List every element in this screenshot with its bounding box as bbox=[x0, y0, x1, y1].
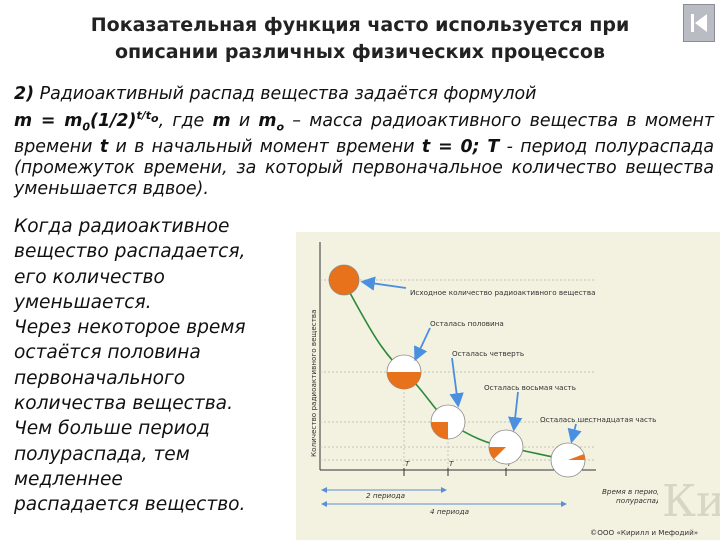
explanation-line: его количество bbox=[14, 266, 165, 288]
explanation-line: Когда радиоактивное bbox=[14, 216, 230, 237]
explanation-line: Чем больше период bbox=[14, 418, 210, 440]
x-ticks bbox=[403, 468, 569, 476]
var-m0: mo bbox=[258, 110, 285, 134]
time-axis-label-2: полураспада bbox=[616, 496, 665, 505]
item-number: 2) bbox=[14, 84, 35, 104]
formula-base: (1/2) bbox=[90, 110, 137, 131]
four-period-label: 4 периода bbox=[430, 507, 469, 516]
explanation-line: полураспада, тем bbox=[14, 443, 190, 465]
initial-amount-label: Исходное количество радиоактивного вещес… bbox=[410, 288, 596, 297]
var-m: m bbox=[212, 110, 231, 131]
explanation-line: уменьшается. bbox=[14, 291, 152, 313]
two-period-label: 2 периода bbox=[366, 491, 405, 500]
y-axis-label: Количество радиоактивного вещества bbox=[309, 309, 318, 457]
title-line-2: описании различных физических процессов bbox=[114, 41, 605, 63]
sixteenth-remains-label: Осталась шестнадцатая часть bbox=[540, 415, 656, 424]
title-line-1: Показательная функция часто используется… bbox=[90, 14, 630, 36]
first-slide-icon bbox=[691, 14, 707, 32]
formula-exp-sub: o bbox=[151, 112, 159, 126]
rest1-text: – масса радиоактивного вещества в момент… bbox=[14, 110, 715, 158]
rest2-text: и в начальный момент времени bbox=[108, 137, 422, 158]
intro-text: Радиоактивный распад вещества задаётся ф… bbox=[34, 84, 537, 104]
decay-diagram: Количество радиоактивного вещества T T T… bbox=[309, 242, 720, 537]
guide-lines bbox=[320, 279, 596, 470]
explanation-line: первоначального bbox=[14, 367, 186, 389]
formula-paragraph: 2) Радиоактивный распад вещества задаётс… bbox=[14, 84, 714, 200]
half-sample-circle bbox=[386, 354, 422, 390]
var-m0-base: m bbox=[258, 110, 277, 131]
half-remains-label: Осталась половина bbox=[430, 319, 504, 328]
explanation-line: распадается вещество. bbox=[14, 494, 246, 516]
copyright: ©ООО «Кирилл и Мефодий» bbox=[590, 528, 698, 537]
pointer-arrows bbox=[360, 276, 582, 444]
time-axis-label-1: Время в периодах bbox=[602, 487, 672, 496]
explanation-line: вещество распадается, bbox=[14, 241, 246, 263]
publisher-logo: КиМ bbox=[658, 464, 720, 527]
formula-lhs: m = m bbox=[14, 110, 83, 131]
explanation-line: Через некоторое время bbox=[14, 317, 246, 339]
quarter-sample-circle bbox=[430, 404, 466, 440]
full-sample-circle bbox=[328, 264, 360, 296]
explanation-line: количества вещества. bbox=[14, 393, 233, 415]
eighth-sample-circle bbox=[488, 429, 524, 465]
where-text: , где bbox=[158, 110, 213, 131]
formula-sub: 0 bbox=[82, 120, 91, 134]
explanation-text: Когда радиоактивное вещество распадается… bbox=[14, 214, 304, 518]
formula-exp-text: t/t bbox=[136, 109, 152, 122]
decay-figure: Количество радиоактивного вещества T T T… bbox=[296, 232, 720, 540]
rest3-text: - период полураспада (промежуток времени… bbox=[14, 137, 714, 200]
var-t: t bbox=[99, 137, 109, 158]
formula-exponent: t/to bbox=[136, 109, 159, 126]
var-m0-sub: o bbox=[276, 120, 285, 134]
back-nav-button[interactable] bbox=[683, 4, 715, 42]
tick-label-T: T bbox=[449, 459, 454, 468]
explanation-line: медленнее bbox=[14, 468, 123, 490]
explanation-line: остаётся половина bbox=[14, 342, 201, 364]
slide-title: Показательная функция часто используется… bbox=[40, 12, 680, 66]
var-t0: t = 0; T bbox=[421, 137, 500, 158]
quarter-remains-label: Осталась четверть bbox=[452, 349, 524, 358]
eighth-remains-label: Осталась восьмая часть bbox=[484, 383, 576, 392]
formula: m = m0(1/2)t/to bbox=[14, 109, 159, 134]
and-text: и bbox=[230, 110, 259, 131]
logo-letters: КиМ bbox=[662, 476, 720, 527]
sixteenth-sample-circle bbox=[550, 442, 586, 478]
tick-label-T: T bbox=[405, 459, 410, 468]
